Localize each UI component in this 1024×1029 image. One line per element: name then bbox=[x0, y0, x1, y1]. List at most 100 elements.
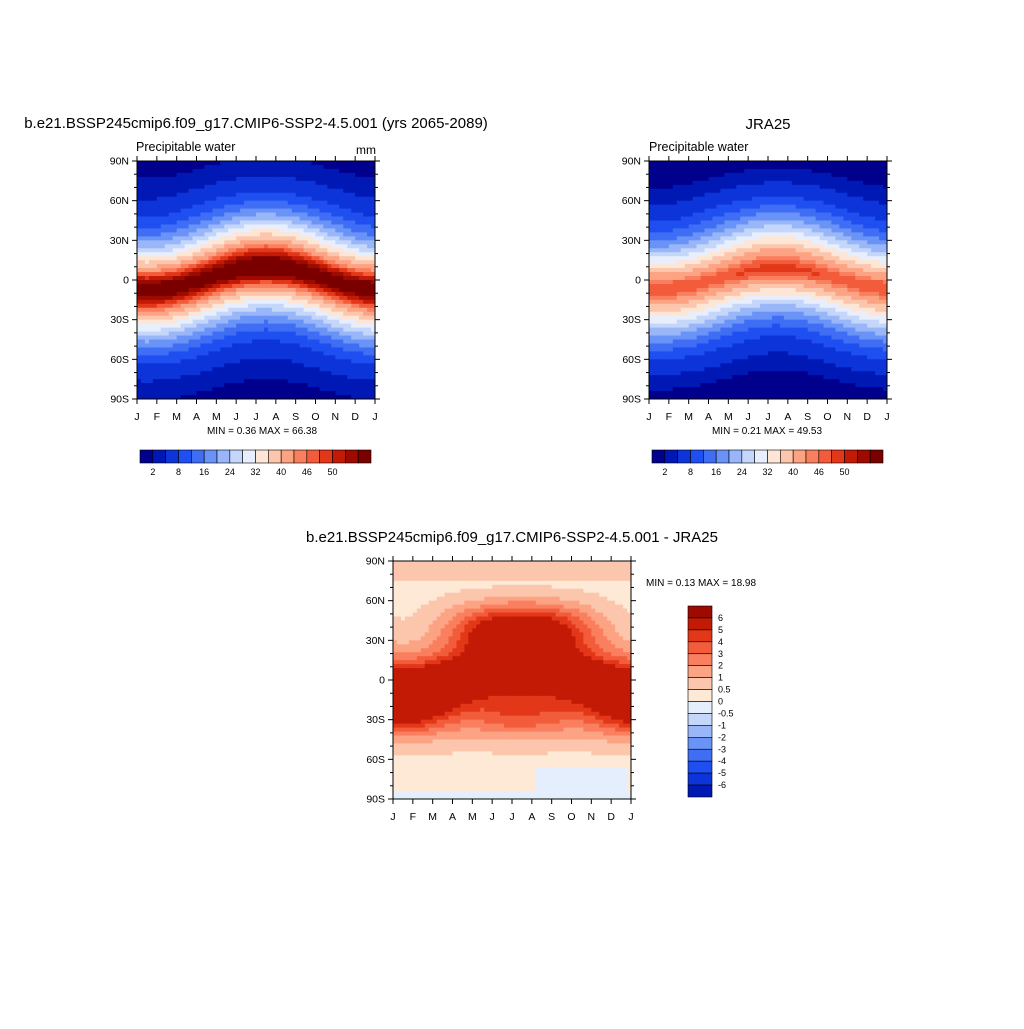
contour-cell bbox=[220, 252, 224, 256]
contour-cell bbox=[863, 228, 867, 232]
contour-cell bbox=[855, 161, 859, 165]
contour-cell bbox=[173, 312, 177, 316]
contour-cell bbox=[335, 355, 339, 359]
contour-cell bbox=[236, 375, 240, 379]
contour-cell bbox=[312, 363, 316, 367]
contour-cell bbox=[705, 185, 709, 189]
contour-cell bbox=[256, 205, 260, 209]
contour-cell bbox=[304, 371, 308, 375]
contour-cell bbox=[319, 304, 323, 308]
contour-cell bbox=[284, 236, 288, 240]
contour-cell bbox=[236, 359, 240, 363]
contour-cell bbox=[748, 165, 752, 169]
contour-cell bbox=[296, 328, 300, 332]
contour-cell bbox=[181, 201, 185, 205]
contour-cell bbox=[292, 264, 296, 268]
contour-cell bbox=[867, 185, 871, 189]
contour-cell bbox=[157, 304, 161, 308]
contour-cell bbox=[208, 169, 212, 173]
contour-cell bbox=[141, 260, 145, 264]
contour-cell bbox=[824, 221, 828, 225]
contour-cell bbox=[355, 185, 359, 189]
contour-cell bbox=[363, 359, 367, 363]
contour-cell bbox=[800, 224, 804, 228]
contour-cell bbox=[339, 272, 343, 276]
contour-cell bbox=[244, 169, 248, 173]
contour-cell bbox=[351, 189, 355, 193]
contour-cell bbox=[157, 173, 161, 177]
contour-cell bbox=[165, 336, 169, 340]
contour-cell bbox=[851, 205, 855, 209]
contour-cell bbox=[193, 351, 197, 355]
contour-cell bbox=[264, 173, 268, 177]
contour-cell bbox=[681, 197, 685, 201]
contour-cell bbox=[181, 280, 185, 284]
colorbar-swatch bbox=[230, 450, 243, 463]
contour-cell bbox=[816, 232, 820, 236]
contour-cell bbox=[709, 201, 713, 205]
contour-cell bbox=[212, 205, 216, 209]
contour-cell bbox=[808, 185, 812, 189]
contour-cell bbox=[796, 228, 800, 232]
contour-cell bbox=[740, 224, 744, 228]
contour-cell bbox=[308, 169, 312, 173]
contour-cell bbox=[177, 197, 181, 201]
contour-cell bbox=[323, 387, 327, 391]
contour-cell bbox=[347, 252, 351, 256]
contour-cell bbox=[800, 201, 804, 205]
panel-model-variable-label: Precipitable water bbox=[136, 140, 235, 154]
contour-cell bbox=[248, 328, 252, 332]
contour-cell bbox=[744, 205, 748, 209]
contour-cell bbox=[335, 244, 339, 248]
contour-cell bbox=[359, 165, 363, 169]
contour-cell bbox=[157, 320, 161, 324]
contour-cell bbox=[181, 244, 185, 248]
contour-cell bbox=[867, 221, 871, 225]
contour-cell bbox=[327, 256, 331, 260]
contour-cell bbox=[236, 268, 240, 272]
contour-cell bbox=[268, 213, 272, 217]
contour-cell bbox=[161, 224, 165, 228]
contour-cell bbox=[137, 296, 141, 300]
contour-cell bbox=[244, 375, 248, 379]
contour-cell bbox=[220, 244, 224, 248]
contour-cell bbox=[764, 177, 768, 181]
contour-cell bbox=[264, 375, 268, 379]
contour-cell bbox=[319, 343, 323, 347]
contour-cell bbox=[197, 300, 201, 304]
contour-cell bbox=[208, 375, 212, 379]
contour-cell bbox=[752, 193, 756, 197]
contour-cell bbox=[185, 221, 189, 225]
contour-cell bbox=[228, 316, 232, 320]
contour-cell bbox=[367, 324, 371, 328]
contour-cell bbox=[720, 228, 724, 232]
contour-cell bbox=[812, 205, 816, 209]
contour-cell bbox=[216, 371, 220, 375]
contour-cell bbox=[323, 177, 327, 181]
contour-cell bbox=[701, 161, 705, 165]
contour-cell bbox=[161, 236, 165, 240]
contour-cell bbox=[145, 177, 149, 181]
contour-cell bbox=[292, 391, 296, 395]
contour-cell bbox=[149, 379, 153, 383]
contour-cell bbox=[788, 201, 792, 205]
contour-cell bbox=[355, 228, 359, 232]
contour-cell bbox=[224, 300, 228, 304]
contour-cell bbox=[177, 276, 181, 280]
contour-cell bbox=[351, 308, 355, 312]
contour-cell bbox=[835, 189, 839, 193]
contour-cell bbox=[216, 383, 220, 387]
contour-cell bbox=[153, 177, 157, 181]
contour-cell bbox=[792, 221, 796, 225]
contour-cell bbox=[331, 268, 335, 272]
contour-cell bbox=[800, 197, 804, 201]
contour-cell bbox=[304, 336, 308, 340]
contour-cell bbox=[863, 189, 867, 193]
contour-cell bbox=[359, 185, 363, 189]
contour-cell bbox=[812, 169, 816, 173]
y-tick-label: 30N bbox=[110, 235, 129, 247]
contour-cell bbox=[268, 256, 272, 260]
contour-cell bbox=[220, 173, 224, 177]
contour-cell bbox=[165, 304, 169, 308]
contour-cell bbox=[685, 240, 689, 244]
